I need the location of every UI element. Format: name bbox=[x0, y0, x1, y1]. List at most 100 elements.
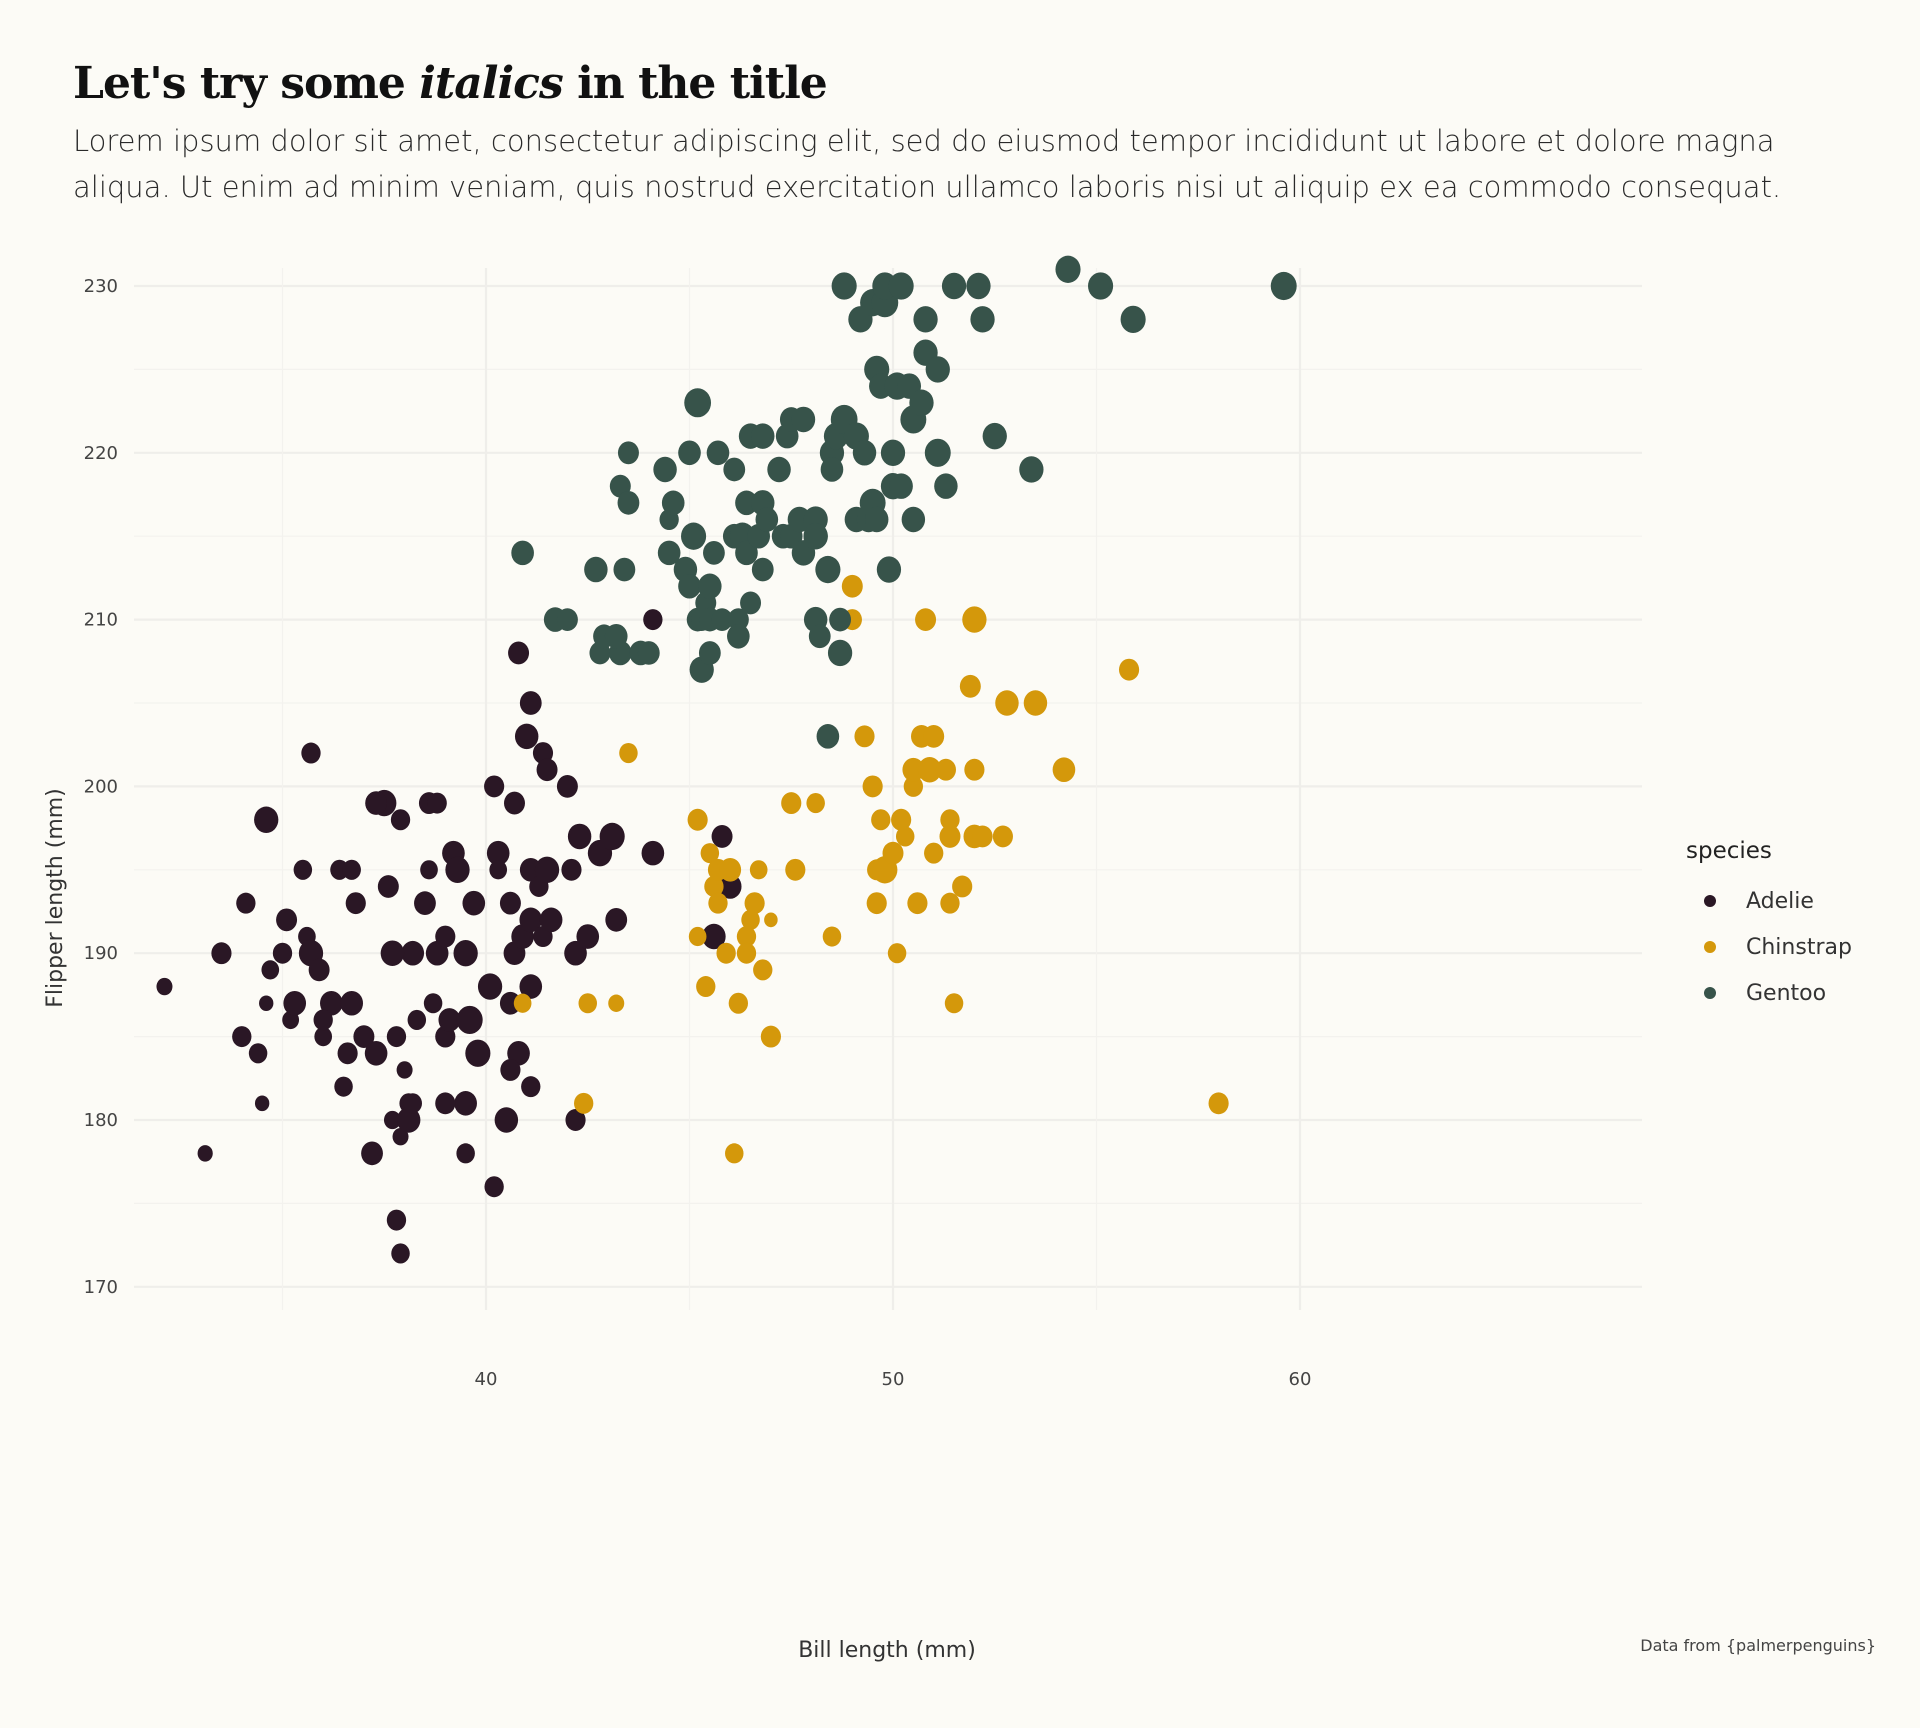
data-point-gentoo bbox=[727, 608, 749, 631]
data-point-adelie bbox=[438, 1008, 461, 1032]
data-point-adelie bbox=[248, 1043, 268, 1064]
data-point-gentoo bbox=[698, 641, 721, 665]
data-point-chinstrap bbox=[736, 926, 757, 948]
data-point-adelie bbox=[272, 942, 293, 964]
data-point-chinstrap bbox=[952, 875, 973, 898]
data-point-gentoo bbox=[678, 440, 701, 466]
data-point-adelie bbox=[504, 791, 525, 815]
data-point-gentoo bbox=[831, 272, 857, 300]
data-point-adelie bbox=[718, 874, 742, 899]
y-tick-label: 230 bbox=[84, 276, 118, 297]
data-point-gentoo bbox=[684, 388, 712, 418]
data-point-adelie bbox=[556, 775, 578, 798]
data-point-adelie bbox=[211, 942, 232, 965]
data-point-adelie bbox=[539, 907, 563, 933]
data-point-chinstrap bbox=[688, 926, 707, 947]
data-point-adelie bbox=[259, 995, 274, 1012]
data-point-gentoo bbox=[613, 557, 636, 582]
data-point-adelie bbox=[340, 990, 364, 1016]
series-gentoo bbox=[511, 255, 1297, 749]
data-point-adelie bbox=[711, 825, 733, 848]
data-point-chinstrap bbox=[716, 942, 736, 964]
data-point-adelie bbox=[407, 1009, 427, 1030]
data-point-adelie bbox=[197, 1145, 213, 1162]
data-point-chinstrap bbox=[917, 756, 942, 783]
data-point-gentoo bbox=[901, 506, 926, 533]
data-point-gentoo bbox=[698, 573, 722, 599]
data-point-gentoo bbox=[678, 573, 701, 599]
data-point-chinstrap bbox=[903, 775, 924, 797]
x-tick-label: 50 bbox=[882, 1369, 905, 1390]
data-point-gentoo bbox=[913, 306, 938, 333]
data-point-chinstrap bbox=[887, 943, 907, 964]
data-point-chinstrap bbox=[1023, 690, 1048, 716]
data-point-chinstrap bbox=[940, 809, 960, 831]
data-point-gentoo bbox=[876, 556, 902, 583]
data-point-gentoo bbox=[791, 406, 816, 433]
data-source-caption: Data from {palmerpenguins} bbox=[1640, 1636, 1876, 1655]
y-axis-label: Flipper length (mm) bbox=[43, 788, 68, 1008]
data-point-chinstrap bbox=[760, 1025, 781, 1048]
legend-item-adelie: Adelie bbox=[1686, 878, 1852, 924]
y-axis-ticks: 170 180 190 200 210 220 230 bbox=[84, 276, 118, 1298]
data-point-adelie bbox=[599, 822, 625, 851]
series-adelie bbox=[156, 609, 742, 1264]
data-point-gentoo bbox=[681, 522, 707, 550]
data-point-chinstrap bbox=[866, 892, 887, 915]
data-point-adelie bbox=[465, 1039, 491, 1067]
data-point-adelie bbox=[156, 977, 173, 996]
data-point-chinstrap bbox=[696, 976, 716, 998]
data-point-chinstrap bbox=[708, 892, 728, 914]
data-point-adelie bbox=[283, 990, 307, 1016]
x-axis-ticks: 40 50 60 bbox=[475, 1369, 1312, 1390]
data-point-chinstrap bbox=[902, 757, 925, 782]
data-point-gentoo bbox=[735, 540, 758, 566]
data-point-adelie bbox=[427, 792, 447, 814]
chart-title: Let's try some italics in the title bbox=[73, 58, 828, 109]
data-point-adelie bbox=[536, 758, 558, 782]
data-point-adelie bbox=[390, 809, 411, 831]
data-point-adelie bbox=[396, 1061, 413, 1079]
y-tick-label: 220 bbox=[84, 443, 118, 464]
data-points bbox=[156, 255, 1297, 1264]
data-point-gentoo bbox=[584, 556, 608, 583]
data-point-chinstrap bbox=[687, 808, 708, 831]
data-point-chinstrap bbox=[854, 725, 875, 748]
data-point-gentoo bbox=[816, 724, 840, 749]
data-point-adelie bbox=[401, 940, 425, 966]
data-point-adelie bbox=[702, 923, 726, 950]
data-point-chinstrap bbox=[741, 909, 760, 930]
data-point-chinstrap bbox=[749, 860, 768, 880]
data-point-chinstrap bbox=[822, 926, 842, 947]
data-point-adelie bbox=[236, 892, 256, 914]
data-point-gentoo bbox=[556, 608, 578, 631]
data-point-adelie bbox=[576, 924, 600, 949]
data-point-adelie bbox=[386, 1209, 407, 1231]
data-point-chinstrap bbox=[972, 825, 993, 848]
data-point-gentoo bbox=[657, 540, 681, 566]
data-point-chinstrap bbox=[962, 606, 987, 633]
data-point-gentoo bbox=[604, 623, 628, 649]
data-point-adelie bbox=[353, 1025, 375, 1048]
data-point-gentoo bbox=[827, 639, 853, 667]
data-point-adelie bbox=[605, 907, 628, 932]
data-point-adelie bbox=[565, 1109, 586, 1131]
data-point-adelie bbox=[641, 840, 665, 866]
data-point-adelie bbox=[643, 609, 663, 631]
data-point-adelie bbox=[254, 1095, 270, 1112]
data-point-chinstrap bbox=[871, 809, 891, 831]
data-point-adelie bbox=[514, 723, 539, 750]
legend-dot-chinstrap bbox=[1704, 941, 1716, 953]
data-point-chinstrap bbox=[619, 742, 638, 764]
data-point-gentoo bbox=[637, 641, 660, 665]
data-point-adelie bbox=[423, 993, 443, 1014]
data-point-adelie bbox=[313, 1009, 333, 1031]
data-point-chinstrap bbox=[940, 892, 960, 914]
data-point-gentoo bbox=[934, 473, 958, 499]
data-point-gentoo bbox=[1019, 456, 1044, 483]
data-point-chinstrap bbox=[719, 857, 742, 882]
legend-label-adelie: Adelie bbox=[1746, 888, 1814, 914]
legend-title: species bbox=[1686, 838, 1772, 864]
data-point-adelie bbox=[392, 1127, 409, 1146]
